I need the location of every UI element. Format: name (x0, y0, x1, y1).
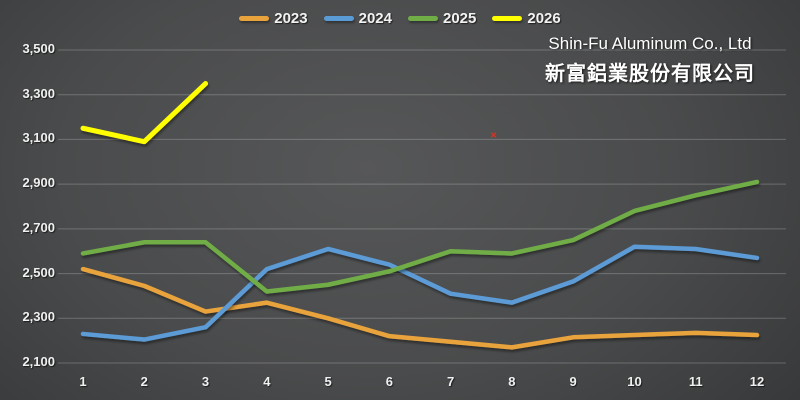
x-tick-12: 12 (749, 374, 765, 389)
y-tick-3300: 3,300 (22, 85, 55, 101)
y-tick-2700: 2,700 (22, 219, 55, 235)
x-tick-2: 2 (140, 374, 148, 389)
company-name-en: Shin-Fu Aluminum Co., Ltd (548, 34, 752, 53)
legend-item-2026: 2026 (492, 10, 561, 27)
series-2024-line (80, 244, 760, 342)
legend-swatch-2026 (492, 16, 523, 21)
legend-swatch-2024 (323, 16, 354, 21)
x-tick-11: 11 (688, 374, 703, 389)
legend-swatch-2023 (239, 16, 270, 21)
series-2026-line (80, 81, 209, 145)
legend-item-2025: 2025 (408, 10, 476, 27)
x-tick-5: 5 (324, 374, 332, 389)
series-2025-line (80, 179, 760, 294)
company-title: Shin-Fu Aluminum Co., Ltd 新富鋁業股份有限公司 (500, 34, 800, 86)
company-name-zh: 新富鋁業股份有限公司 (545, 63, 755, 85)
y-tick-2100: 2,100 (22, 354, 55, 369)
y-tick-2300: 2,300 (22, 309, 55, 325)
legend-label-2023: 2023 (274, 10, 308, 27)
y-tick-3100: 3,100 (22, 130, 55, 146)
x-tick-7: 7 (447, 374, 455, 389)
x-tick-6: 6 (385, 374, 393, 389)
x-tick-9: 9 (569, 374, 577, 389)
legend-item-2023: 2023 (239, 10, 308, 27)
series-2023-line (80, 266, 760, 350)
y-tick-3500: 3,500 (22, 41, 55, 56)
x-tick-10: 10 (627, 374, 642, 389)
y-tick-2900: 2,900 (22, 175, 55, 191)
x-tick-8: 8 (508, 374, 516, 389)
legend-label-2024: 2024 (358, 10, 392, 27)
x-tick-4: 4 (263, 374, 271, 389)
x-tick-3: 3 (201, 374, 210, 389)
legend-label-2025: 2025 (443, 10, 477, 27)
legend-item-2024: 2024 (323, 10, 392, 27)
y-tick-2500: 2,500 (22, 264, 55, 280)
legend-swatch-2025 (408, 16, 438, 21)
red-x-marker (490, 131, 497, 138)
x-tick-1: 1 (79, 374, 87, 389)
legend-label-2026: 2026 (527, 10, 561, 27)
chart-legend: 2023 2024 2025 2026 (0, 10, 800, 27)
